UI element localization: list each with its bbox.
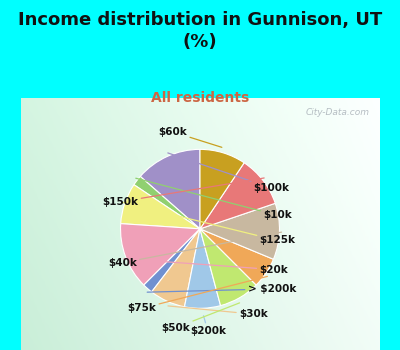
Wedge shape [200, 149, 244, 229]
Text: $20k: $20k [124, 259, 288, 274]
Text: $150k: $150k [102, 178, 264, 207]
Wedge shape [184, 229, 220, 308]
Text: Income distribution in Gunnison, UT
(%): Income distribution in Gunnison, UT (%) [18, 10, 382, 51]
Text: City-Data.com: City-Data.com [306, 108, 370, 117]
Wedge shape [144, 229, 200, 292]
Text: All residents: All residents [151, 91, 249, 105]
Text: $50k: $50k [161, 303, 240, 333]
Wedge shape [121, 185, 200, 229]
Wedge shape [200, 229, 256, 306]
Wedge shape [200, 163, 275, 229]
Text: $75k: $75k [128, 276, 268, 313]
Wedge shape [200, 203, 280, 259]
Wedge shape [120, 224, 200, 285]
Text: $100k: $100k [168, 153, 290, 193]
Wedge shape [140, 149, 200, 229]
Text: $40k: $40k [108, 232, 282, 268]
Text: $30k: $30k [168, 306, 268, 319]
Text: > $200k: > $200k [147, 284, 296, 294]
Text: $60k: $60k [158, 127, 222, 147]
Text: $125k: $125k [123, 202, 296, 245]
Wedge shape [152, 229, 200, 307]
Text: $10k: $10k [136, 178, 292, 220]
Text: $200k: $200k [190, 316, 226, 336]
Wedge shape [200, 229, 274, 285]
Wedge shape [134, 176, 200, 229]
